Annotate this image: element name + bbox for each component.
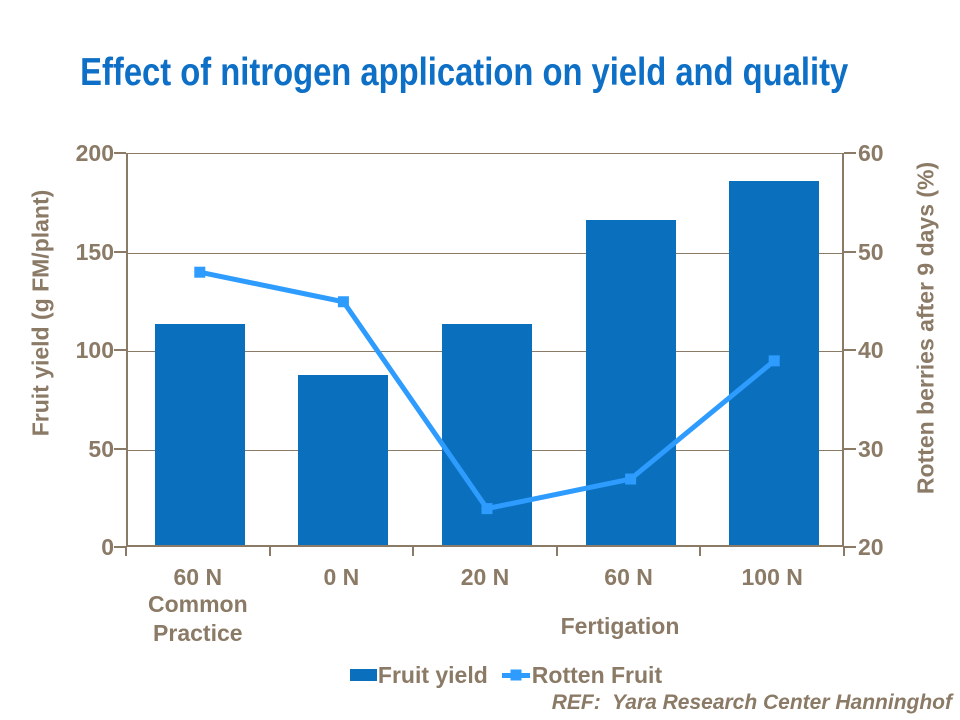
left-tick-label-150: 150 — [75, 238, 114, 265]
x-group-label: Fertigation — [560, 613, 680, 639]
left-axis-title: Fruit yield (g FM/plant) — [27, 189, 54, 437]
left-tick-label-50: 50 — [88, 435, 114, 462]
x-tickmark-0 — [125, 547, 127, 556]
x-label-0: 60 N — [173, 564, 223, 590]
right-tick-label-30: 30 — [858, 435, 884, 462]
reference-text: REF: Yara Research Center Hanninghof — [551, 691, 952, 714]
bar-60-n — [154, 324, 245, 545]
right-tick-label-40: 40 — [858, 337, 884, 363]
gridline-150 — [128, 252, 842, 254]
rotten-fruit-line — [199, 269, 776, 512]
rotten-fruit-point-3 — [625, 473, 637, 485]
x-label-4: 100 N — [741, 564, 803, 590]
right-tick-label-20: 20 — [858, 534, 884, 560]
fruit-yield-swatch-icon — [349, 669, 377, 681]
rotten-fruit-marker-icon — [510, 669, 522, 681]
x-tickmark-1 — [268, 547, 271, 556]
left-tick-label-0: 0 — [101, 534, 114, 560]
rotten-fruit-point-4 — [768, 355, 780, 367]
left-tick-label-100: 100 — [75, 337, 114, 363]
x-label-2: 20 N — [460, 564, 510, 590]
right-tick-label-50: 50 — [858, 238, 884, 265]
x-label-3: 60 N — [604, 564, 653, 590]
x-tickmark-5 — [843, 547, 845, 556]
legend: Fruit yield Rotten Fruit — [52, 661, 960, 689]
legend-item-rotten-fruit: Rotten Fruit — [501, 661, 663, 689]
rotten-fruit-point-1 — [337, 296, 349, 308]
right-tickmark-40 — [844, 349, 856, 351]
chart-title: Effect of nitrogen application on yield … — [0, 50, 928, 96]
bar-0-n — [298, 374, 389, 545]
rotten-fruit-swatch-icon — [501, 669, 530, 681]
left-tickmark-50 — [114, 447, 126, 450]
legend-label-rotten-fruit: Rotten Fruit — [531, 661, 663, 688]
rotten-fruit-point-0 — [194, 266, 206, 278]
left-tickmark-0 — [114, 546, 126, 548]
x-label-1: 0 N — [323, 564, 360, 590]
bar-60-n — [585, 220, 676, 545]
x-tickmark-2 — [412, 547, 415, 556]
x-tickmark-3 — [555, 547, 558, 556]
right-tickmark-20 — [844, 546, 856, 548]
plot-area — [126, 153, 844, 547]
x-label-note: Common Practice — [147, 591, 248, 646]
left-tickmark-200 — [114, 152, 126, 154]
left-tickmark-150 — [114, 250, 126, 253]
chart-title-text: Effect of nitrogen application on yield … — [79, 51, 849, 95]
right-tickmark-50 — [844, 250, 856, 253]
right-tickmark-30 — [844, 447, 856, 450]
legend-label-fruit-yield: Fruit yield — [377, 661, 488, 688]
left-tickmark-100 — [114, 349, 126, 351]
legend-item-fruit-yield: Fruit yield — [349, 661, 488, 689]
left-tick-label-200: 200 — [75, 140, 114, 166]
rotten-fruit-point-2 — [481, 503, 493, 515]
right-tickmark-60 — [844, 152, 856, 154]
x-tickmark-4 — [699, 547, 702, 556]
rotten-fruit-line-layer — [194, 266, 780, 515]
right-tick-label-60: 60 — [858, 140, 884, 166]
